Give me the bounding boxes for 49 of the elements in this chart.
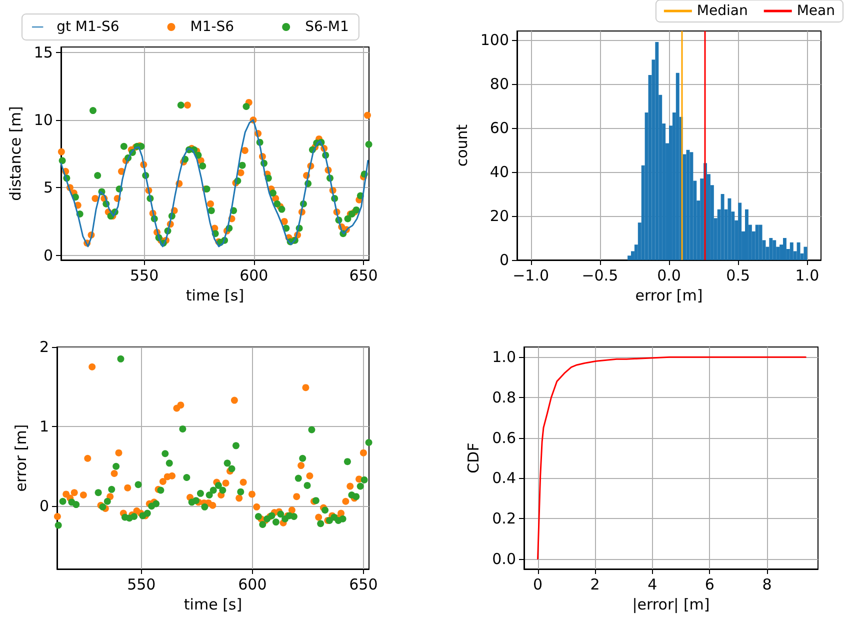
x-tick-label: −0.5 [582,266,618,284]
x-tick-label: 4 [648,576,658,594]
x-tick-label: 600 [238,576,267,594]
x-axis-title: error [m] [635,286,703,304]
x-axis-title: time [s] [184,596,242,614]
legend-label: gt M1-S6 [56,19,120,35]
y-tick-label: 10 [34,111,53,130]
x-axis-title: |error| [m] [632,596,710,614]
y-tick-label: 40 [490,162,509,181]
y-tick-label: 0.8 [492,388,516,406]
legend-label: M1-S6 [190,19,234,35]
x-tick-label: 600 [240,266,268,284]
y-axis-title: CDF [464,442,483,474]
y-tick-label: 2 [39,338,49,356]
y-tick-label: 15 [34,43,53,62]
y-tick-label: 1 [39,418,49,436]
legend-label: S6-M1 [305,19,349,35]
x-tick-label: 0 [532,576,543,594]
x-tick-label: 0.0 [657,266,681,284]
legend-label: Mean [796,3,836,19]
y-tick-label: 5 [43,178,53,197]
y-tick-label: 100 [480,30,509,49]
y-axis-title: error [m] [12,424,30,492]
legend-label: Median [696,3,748,19]
x-axis-title: time [s] [186,286,244,304]
y-tick-label: 20 [490,206,509,225]
x-tick-label: −1.0 [512,266,550,284]
y-tick-label: 60 [490,118,509,137]
y-tick-label: 0.2 [492,510,516,528]
x-tick-label: 650 [349,266,378,284]
x-tick-label: 0.5 [726,266,750,284]
y-tick-label: 0.4 [492,469,516,488]
y-axis-title: distance [m] [6,106,24,201]
y-tick-label: 0 [43,246,53,264]
y-tick-label: 0.6 [492,428,516,447]
y-tick-label: 80 [490,74,509,93]
y-axis-title: count [452,124,471,167]
y-tick-label: 1.0 [492,348,516,366]
x-tick-label: 1.0 [795,266,820,284]
line-series [537,356,806,560]
x-tick-label: 6 [704,576,714,594]
x-tick-label: 650 [349,576,378,594]
y-tick-label: 0 [499,251,509,269]
x-tick-label: 2 [590,576,600,594]
y-tick-label: 0 [39,497,49,516]
x-tick-label: 8 [762,576,772,594]
y-tick-label: 0.0 [492,550,516,568]
x-tick-label: 550 [127,576,156,594]
x-tick-label: 550 [130,266,159,284]
